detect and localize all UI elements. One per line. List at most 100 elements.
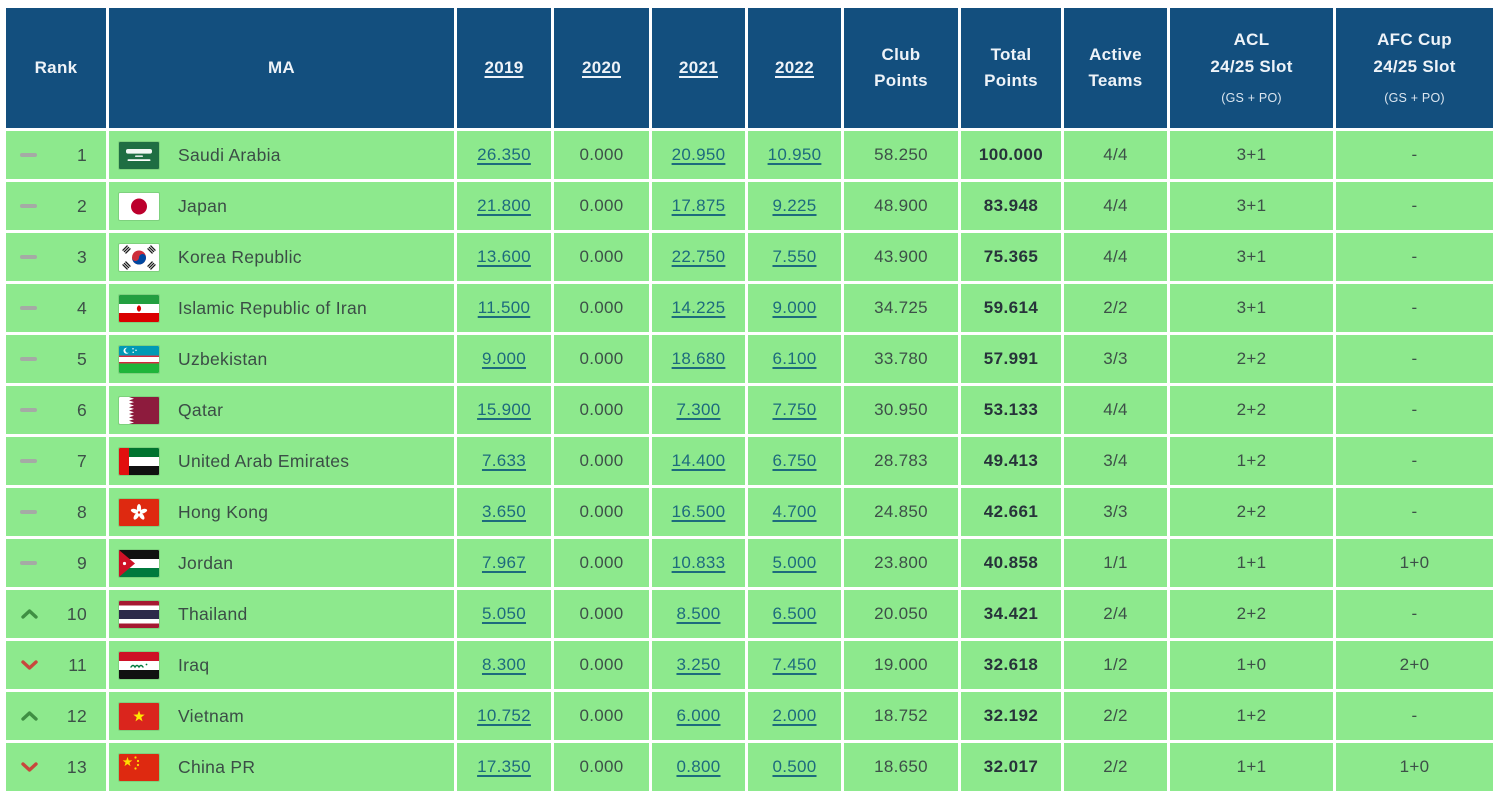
- points-2019-link[interactable]: 11.500: [477, 298, 531, 317]
- ma-cell: Islamic Republic of Iran: [109, 284, 454, 332]
- points-2019-link[interactable]: 5.050: [481, 604, 527, 623]
- points-2020-value: 0.000: [579, 349, 624, 368]
- acl-slot-cell: 1+1: [1170, 539, 1333, 587]
- points-2022-link[interactable]: 2.000: [772, 706, 817, 725]
- acl-slot-cell: 1+2: [1170, 437, 1333, 485]
- points-2021-link[interactable]: 16.500: [671, 502, 726, 521]
- rank-unchanged-icon: [20, 255, 37, 259]
- points-2022-link[interactable]: 6.750: [772, 451, 817, 470]
- points-2019-link[interactable]: 26.350: [477, 145, 531, 164]
- points-2020-value: 0.000: [579, 400, 624, 419]
- points-2019-link[interactable]: 7.967: [481, 553, 527, 572]
- col-header-y2020-link[interactable]: 2020: [581, 57, 622, 77]
- points-2020-cell: 0.000: [554, 386, 649, 434]
- points-2021-link[interactable]: 17.875: [671, 196, 726, 215]
- afc-cup-slot-value: 2+0: [1399, 655, 1430, 674]
- points-2022-cell: 2.000: [748, 692, 841, 740]
- points-2021-link[interactable]: 7.300: [676, 400, 721, 419]
- club-points-value: 43.900: [874, 247, 928, 266]
- total-points-cell: 32.017: [961, 743, 1061, 791]
- club-points-cell: 43.900: [844, 233, 958, 281]
- points-2021-cell: 7.300: [652, 386, 745, 434]
- points-2020-cell: 0.000: [554, 233, 649, 281]
- total-points-value: 83.948: [983, 196, 1039, 215]
- points-2022-link[interactable]: 6.100: [772, 349, 817, 368]
- active-teams-value: 1/2: [1103, 655, 1128, 674]
- active-teams-value: 3/3: [1103, 349, 1128, 368]
- points-2021-link[interactable]: 20.950: [671, 145, 726, 164]
- points-2019-link[interactable]: 3.650: [481, 502, 527, 521]
- afc-cup-slot-value: -: [1411, 400, 1418, 419]
- col-header-y2019-link[interactable]: 2019: [484, 57, 524, 77]
- points-2019-link[interactable]: 15.900: [477, 400, 531, 419]
- points-2022-link[interactable]: 0.500: [772, 757, 817, 776]
- total-points-cell: 83.948: [961, 182, 1061, 230]
- col-header-y2021-link[interactable]: 2021: [678, 57, 719, 77]
- points-2022-link[interactable]: 9.225: [772, 196, 817, 215]
- points-2022-cell: 6.750: [748, 437, 841, 485]
- active-teams-value: 3/4: [1103, 451, 1128, 470]
- points-2021-link[interactable]: 3.250: [676, 655, 721, 674]
- rank-down-icon: [21, 660, 38, 670]
- points-2021-link[interactable]: 0.800: [676, 757, 721, 776]
- points-2022-cell: 10.950: [748, 131, 841, 179]
- rank-number: 4: [76, 297, 87, 318]
- active-teams-value: 4/4: [1103, 247, 1128, 266]
- points-2020-value: 0.000: [579, 145, 624, 164]
- col-header-active: Active Teams: [1064, 8, 1167, 128]
- points-2019-cell: 7.633: [457, 437, 551, 485]
- country-name: Vietnam: [178, 705, 244, 726]
- points-2019-link[interactable]: 7.633: [481, 451, 527, 470]
- points-2020-value: 0.000: [579, 451, 624, 470]
- points-2021-link[interactable]: 10.833: [671, 553, 726, 572]
- points-2019-cell: 11.500: [457, 284, 551, 332]
- points-2021-link[interactable]: 14.400: [671, 451, 726, 470]
- points-2022-link[interactable]: 9.000: [772, 298, 817, 317]
- points-2022-link[interactable]: 7.450: [772, 655, 817, 674]
- col-header-y2022-link[interactable]: 2022: [774, 57, 815, 77]
- ma-cell: Uzbekistan: [109, 335, 454, 383]
- country-name: United Arab Emirates: [178, 450, 350, 471]
- points-2021-link[interactable]: 8.500: [676, 604, 721, 623]
- points-2022-link[interactable]: 4.700: [772, 502, 817, 521]
- points-2022-link[interactable]: 10.950: [767, 145, 822, 164]
- afc-cup-slot-cell: -: [1336, 182, 1493, 230]
- club-points-cell: 18.650: [844, 743, 958, 791]
- points-2022-link[interactable]: 5.000: [772, 553, 817, 572]
- rank-cell: 9: [6, 539, 106, 587]
- table-row: 3 Korea Republic 13.600 0.000 22.750 7.550 43.…: [6, 233, 1493, 281]
- active-teams-cell: 2/2: [1064, 692, 1167, 740]
- afc-cup-slot-cell: -: [1336, 335, 1493, 383]
- points-2019-link[interactable]: 17.350: [477, 757, 531, 776]
- afc-cup-slot-cell: -: [1336, 437, 1493, 485]
- acl-slot-value: 3+1: [1236, 247, 1267, 266]
- points-2021-link[interactable]: 22.750: [671, 247, 726, 266]
- total-points-value: 40.858: [983, 553, 1039, 572]
- total-points-value: 53.133: [983, 400, 1039, 419]
- rank-up-icon: [21, 711, 38, 721]
- acl-slot-value: 3+1: [1236, 298, 1267, 317]
- total-points-cell: 34.421: [961, 590, 1061, 638]
- acl-slot-value: 1+1: [1236, 553, 1267, 572]
- col-header-label: Club: [881, 44, 921, 64]
- country-name: Jordan: [178, 552, 234, 573]
- points-2021-cell: 6.000: [652, 692, 745, 740]
- points-2021-link[interactable]: 14.225: [671, 298, 726, 317]
- club-points-value: 24.850: [874, 502, 928, 521]
- points-2019-link[interactable]: 21.800: [477, 196, 531, 215]
- table-row: 12 Vietnam 10.752 0.000 6.000 2.000 18.752 32.1…: [6, 692, 1493, 740]
- ma-cell: Vietnam: [109, 692, 454, 740]
- points-2022-link[interactable]: 6.500: [772, 604, 817, 623]
- points-2019-link[interactable]: 10.752: [477, 706, 531, 725]
- points-2022-link[interactable]: 7.750: [772, 400, 817, 419]
- flag-thailand-icon: [119, 600, 159, 628]
- points-2019-link[interactable]: 8.300: [481, 655, 527, 674]
- points-2019-link[interactable]: 13.600: [477, 247, 531, 266]
- club-points-value: 20.050: [874, 604, 928, 623]
- points-2021-link[interactable]: 6.000: [676, 706, 721, 725]
- points-2019-link[interactable]: 9.000: [481, 349, 527, 368]
- points-2020-cell: 0.000: [554, 539, 649, 587]
- points-2022-link[interactable]: 7.550: [772, 247, 817, 266]
- points-2019-cell: 9.000: [457, 335, 551, 383]
- points-2021-link[interactable]: 18.680: [671, 349, 726, 368]
